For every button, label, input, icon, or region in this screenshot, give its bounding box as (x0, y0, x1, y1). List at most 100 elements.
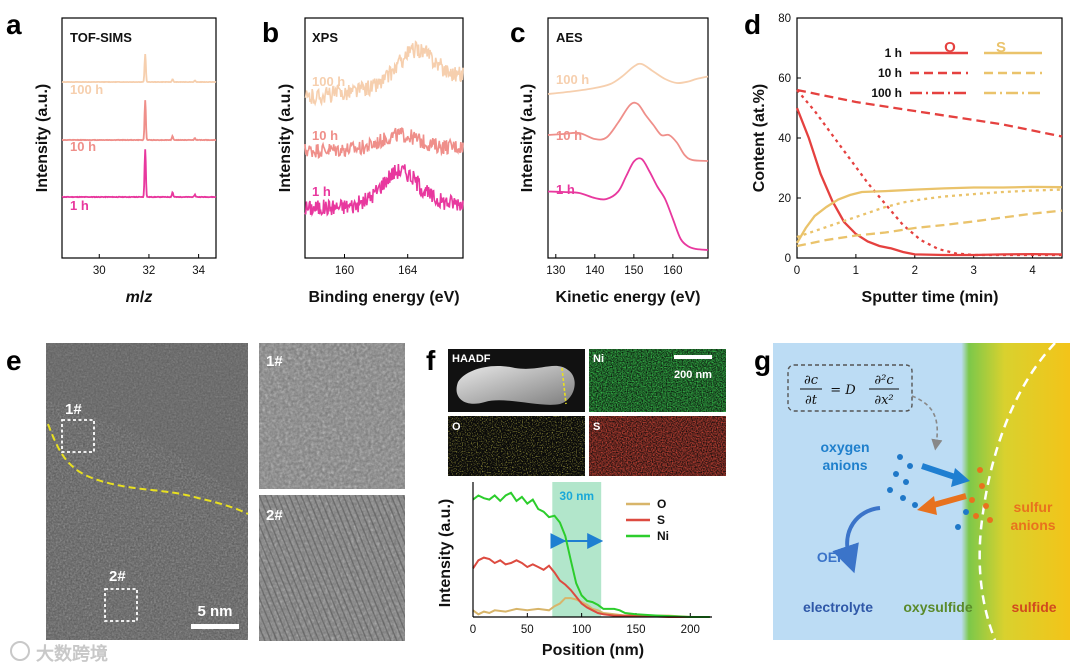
panel-label-d: d (744, 9, 761, 40)
lattice-fringe (282, 495, 344, 641)
panel-label-a: a (6, 9, 22, 40)
scale-bar-label: 5 nm (197, 603, 232, 620)
series-line-10h (547, 101, 709, 162)
lattice-fringe (259, 595, 278, 641)
series-line-100h (61, 54, 217, 84)
watermark-text: 大数跨境 (36, 643, 108, 665)
plot-frame (61, 17, 217, 259)
chart-title: AES (556, 30, 583, 45)
inset-1-label: 1# (266, 353, 283, 370)
lattice-fringe (300, 495, 362, 641)
series-line-Ni (472, 491, 710, 618)
series-label-100h: 100 h (556, 72, 589, 87)
series-line-S (472, 556, 710, 618)
panel-d-depth-profile: Content (at.%) Sputter time (min) 0 1 2 3 40… (751, 13, 1063, 306)
legend: O S 1 h 10 h 100 h (871, 39, 1042, 100)
series-line-O-1-h (795, 107, 1063, 257)
series-label-1h: 1 h (556, 182, 575, 197)
equation-box (787, 364, 913, 412)
eq-lhs-den: ∂t (805, 393, 818, 408)
sulfur-label-1: sulfur (1014, 499, 1053, 515)
panel-label-e: e (6, 345, 22, 376)
legend-label-Ni: Ni (657, 529, 669, 543)
lattice-fringe (445, 495, 505, 641)
y-axis-label: Content (at.%) (751, 84, 768, 192)
panel-a-tof-sims: TOF-SIMS Intensity (a.u.) m/z 30 32 34 1 h… (34, 17, 217, 306)
map-label-o: O (452, 421, 461, 433)
scale-bar (191, 624, 239, 629)
lattice-fringe (259, 609, 272, 641)
series-line-1h (61, 149, 217, 199)
x-tick-label: 100 (572, 624, 591, 636)
sulfur-outflow-arrow (929, 493, 967, 509)
map-label-ni: Ni (593, 353, 604, 365)
lattice-fringe (318, 495, 380, 641)
series-line-O-100-h (796, 89, 1062, 257)
chart-title: XPS (312, 30, 338, 45)
x-tick-label: 160 (335, 265, 354, 277)
series-line-S-10-h (796, 209, 1063, 248)
highlight-label: 30 nm (559, 489, 594, 503)
x-tick-label: 0 (794, 265, 800, 277)
series-line-1h (547, 157, 709, 251)
map-label-s: S (593, 421, 600, 433)
series-line-S-1-h (796, 185, 1063, 244)
lattice-fringe (378, 495, 405, 561)
panel-g-schematic: ∂c ∂t = D ∂²c ∂x² oxygen anions sulfur a… (773, 342, 1070, 641)
lattice-fringe (427, 495, 487, 641)
series-label-10h: 10 h (312, 128, 338, 143)
x-axis-label-sep: / (140, 289, 145, 306)
y-tick-label: 0 (785, 253, 791, 265)
sulfur-label-2: anions (1010, 517, 1055, 533)
oxygen-label-1: oxygen (820, 439, 869, 455)
y-tick-label: 80 (778, 13, 791, 25)
watermark: 大数跨境 (10, 641, 108, 665)
selection-box-2 (104, 588, 138, 622)
panel-label-g: g (754, 345, 771, 376)
selection-box-1 (61, 419, 95, 453)
lattice-fringe (390, 495, 405, 531)
x-tick-label: 3 (970, 265, 976, 277)
map-label-haadf: HAADF (452, 353, 491, 365)
lattice-fringe (259, 566, 290, 641)
legend-label-S: S (657, 513, 665, 527)
inset-2-label: 2# (266, 507, 283, 524)
tem-amorphous-region (46, 343, 248, 500)
plot-frame (304, 17, 464, 259)
oxygen-inflow-arrow (921, 463, 959, 481)
lattice-fringe (259, 522, 308, 641)
lattice-fringe (324, 495, 386, 641)
map-o-texture (448, 416, 585, 476)
x-axis-label: Kinetic energy (eV) (556, 289, 701, 306)
legend: O S Ni (626, 497, 669, 543)
lattice-fringe (259, 495, 320, 641)
lattice-fringes (259, 495, 523, 641)
map-scale-bar (674, 355, 712, 359)
lattice-fringe (306, 495, 368, 641)
series-label-10h: 10 h (70, 139, 96, 154)
x-tick-label: 30 (93, 265, 106, 277)
series-line-O-10-h (796, 88, 1063, 138)
x-tick-label: 32 (143, 265, 156, 277)
x-axis-label-z: z (143, 289, 152, 306)
sulfur-outflow-head (917, 496, 937, 515)
series-label-1h: 1 h (70, 198, 89, 213)
panel-label-f: f (426, 345, 436, 376)
tem-image-texture (46, 343, 248, 640)
x-tick-label: 1 (853, 265, 859, 277)
series-label-10h: 10 h (556, 128, 582, 143)
eq-lhs-num: ∂c (804, 373, 819, 388)
y-axis-label: Intensity (a.u.) (437, 499, 454, 607)
x-tick-label: 0 (470, 624, 476, 636)
panel-label-b: b (262, 17, 279, 48)
x-axis-label: Binding energy (eV) (308, 289, 459, 306)
oxygen-inflow-head (951, 468, 970, 487)
panel-label-c: c (510, 17, 526, 48)
y-axis-label: Intensity (a.u.) (277, 84, 294, 192)
equation-arrow (911, 395, 943, 451)
lattice-fringe (463, 495, 523, 641)
lattice-fringe (259, 551, 296, 641)
x-tick-label: 150 (626, 624, 645, 636)
inset-1-texture (259, 343, 405, 489)
